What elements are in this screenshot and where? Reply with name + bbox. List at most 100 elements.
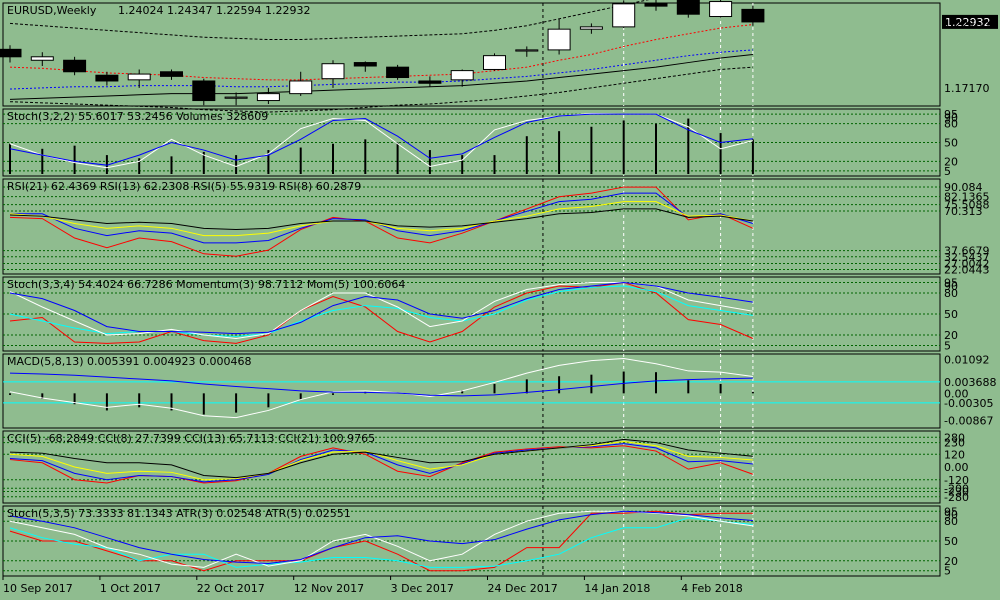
- y-tick-label: 90: [944, 509, 958, 522]
- panel-frame: [2, 353, 941, 429]
- candle-body: [709, 1, 733, 18]
- candle-body: [353, 62, 377, 67]
- y-tick-label: 37.6679: [944, 245, 990, 258]
- candle-body: [644, 3, 668, 7]
- y-tick-label: -0.00867: [944, 414, 993, 427]
- y-tick-label: 5: [944, 165, 951, 178]
- x-tick-label: 12 Nov 2017: [294, 582, 364, 595]
- candle-body: [95, 74, 119, 82]
- candle-body: [30, 56, 54, 61]
- y-tick-label: 95: [944, 108, 958, 121]
- series-line: [9, 208, 753, 231]
- candle-body: [63, 59, 87, 73]
- series-line: [9, 281, 754, 344]
- x-tick-label: 22 Oct 2017: [197, 582, 265, 595]
- x-axis: 10 Sep 2017 1 Oct 2017 22 Oct 2017 12 Nov 2…: [2, 576, 743, 595]
- y-tick-label: 90.084: [944, 181, 983, 194]
- header-ohlc: 1.24024 1.24347 1.22594 1.22932: [118, 4, 310, 17]
- series-line: [9, 510, 753, 572]
- y-tick-label: 5: [944, 565, 951, 578]
- candle-body: [224, 96, 248, 99]
- candle-body: [321, 63, 345, 80]
- y-tick-label: 80: [944, 118, 958, 131]
- candle-body: [741, 8, 765, 23]
- candle-body: [386, 66, 410, 79]
- candle-body: [676, 0, 700, 15]
- panel-title: Stoch(3,2,2) 55.6017 53.2456 Volumes 328…: [7, 110, 268, 123]
- y-tick-label: 80: [944, 515, 958, 528]
- y-tick-label: 32.5437: [944, 251, 990, 264]
- y-tick-label: 20: [944, 329, 958, 342]
- series-line: [9, 281, 753, 335]
- y-tick-label: 1.22750: [944, 18, 990, 31]
- panel-title: Stoch(5,3,5) 73.3333 81.1343 ATR(3) 0.02…: [7, 507, 351, 520]
- candle-body: [127, 73, 151, 81]
- panel-frame: [2, 178, 941, 275]
- series-line: [9, 440, 753, 481]
- y-tick-label: 230: [944, 437, 965, 450]
- y-tick-label: -230: [944, 485, 969, 498]
- overlay-line: [9, 49, 753, 90]
- x-tick-label: 3 Dec 2017: [391, 582, 454, 595]
- y-tick-label: 50: [944, 535, 958, 548]
- series-line: [9, 517, 753, 568]
- y-tick-label: 280: [944, 431, 965, 444]
- overlay-line: [9, 54, 753, 100]
- y-tick-label: 50: [944, 137, 958, 150]
- series-line: [9, 438, 753, 479]
- panel-title: CCI(5) -68.2849 CCI(8) 27.7399 CCI(13) 6…: [7, 432, 375, 445]
- y-tick-label: 20: [944, 155, 958, 168]
- x-tick-label: 4 Feb 2018: [681, 582, 742, 595]
- series-line: [9, 285, 753, 337]
- x-tick-label: 1 Oct 2017: [100, 582, 161, 595]
- candle-body: [547, 28, 571, 51]
- y-tick-label: 80: [944, 287, 958, 300]
- y-tick-label: 70.313: [944, 205, 983, 218]
- panel-title: RSI(21) 62.4369 RSI(13) 62.2308 RSI(5) 5…: [7, 180, 361, 193]
- panel-frame: [2, 430, 941, 504]
- y-tick-label: -0.00305: [944, 397, 993, 410]
- candle-body: [289, 80, 313, 95]
- candle-body: [515, 49, 539, 52]
- y-tick-label: 120: [944, 448, 965, 461]
- candle-body: [579, 26, 603, 30]
- x-tick-label: 10 Sep 2017: [3, 582, 73, 595]
- y-tick-label: 0.00: [944, 387, 969, 400]
- y-tick-label: 90: [944, 111, 958, 124]
- y-tick-label: 90: [944, 280, 958, 293]
- candle-body: [160, 71, 183, 77]
- y-tick-label: 0.00: [944, 461, 969, 474]
- y-tick-label: 0.01092: [944, 353, 990, 366]
- series-line: [9, 201, 753, 237]
- y-tick-label: 1.17170: [944, 82, 990, 95]
- candle-body: [450, 70, 474, 81]
- series-line: [9, 357, 753, 419]
- panel-title: MACD(5,8,13) 0.005391 0.004923 0.000468: [7, 355, 252, 368]
- y-tick-label: 5: [944, 340, 951, 353]
- panel-title: Stoch(3,3,4) 54.4024 66.7286 Momentum(3)…: [7, 278, 405, 291]
- panel-title: EURUSD,Weekly: [7, 4, 97, 17]
- y-tick-label: -120: [944, 474, 969, 487]
- y-tick-label: 82.1365: [944, 191, 990, 204]
- y-tick-label: 27.0042: [944, 258, 990, 271]
- series-line: [9, 113, 753, 166]
- y-tick-label: 50: [944, 308, 958, 321]
- current-price-box: [942, 14, 998, 29]
- y-tick-label: -280: [944, 491, 969, 504]
- overlay-line: [9, 66, 753, 113]
- y-tick-label: 95: [944, 277, 958, 290]
- y-tick-label: 95: [944, 505, 958, 518]
- series-line: [9, 443, 753, 483]
- series-line: [9, 186, 754, 257]
- x-tick-label: 24 Dec 2017: [488, 582, 558, 595]
- candle-body: [256, 93, 280, 102]
- series-line: [9, 372, 753, 397]
